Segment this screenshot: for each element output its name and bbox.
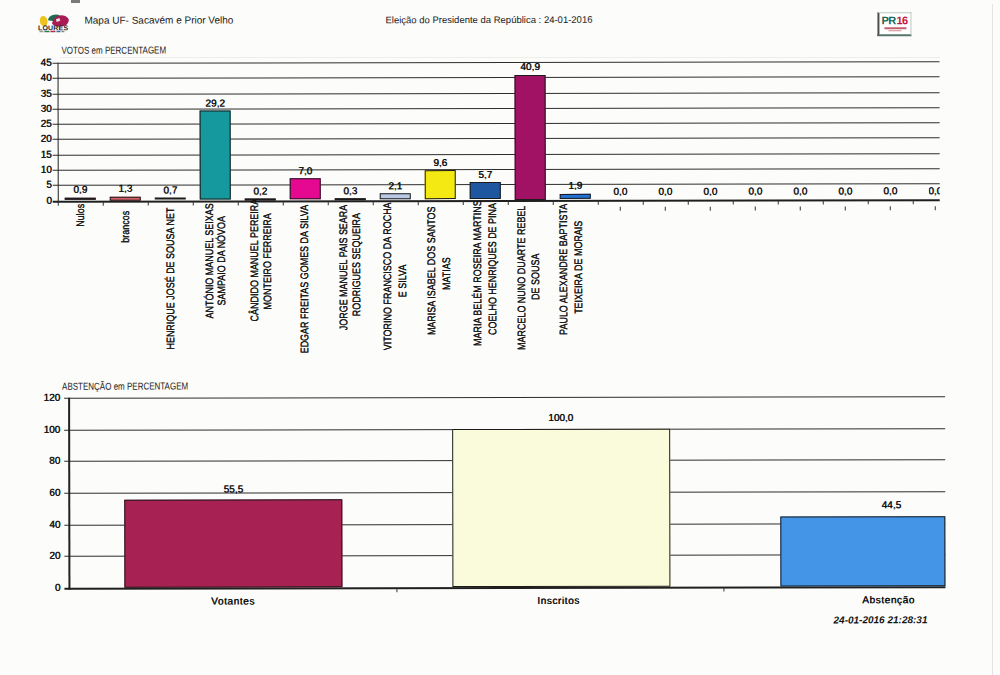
- svg-text:LOURES: LOURES: [38, 24, 69, 31]
